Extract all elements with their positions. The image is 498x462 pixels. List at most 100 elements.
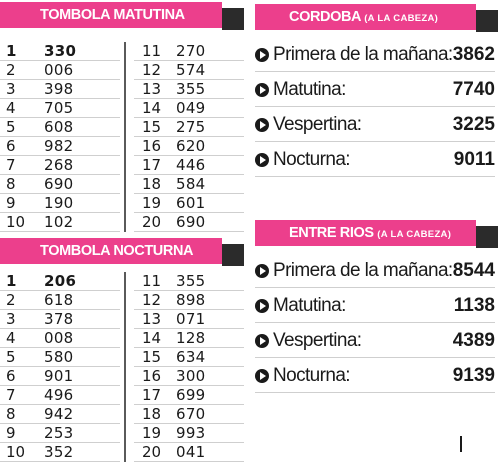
tombola-nocturna-header: TOMBOLA NOCTURNA (0, 238, 244, 268)
result-row: Matutina: 7740 (255, 73, 495, 107)
table-row: 2 006 (0, 61, 120, 80)
result-value: 9139 (452, 365, 495, 386)
table-row: 14 049 (134, 99, 244, 118)
row-number: 608 (44, 118, 74, 136)
table-row: 6 982 (0, 137, 120, 156)
row-number: 006 (44, 61, 74, 79)
result-value: 3862 (452, 44, 495, 65)
cordoba-subtitle: (A LA CABEZA) (364, 13, 439, 24)
row-position: 3 (6, 80, 16, 98)
row-position: 6 (6, 367, 16, 385)
table-row: 18 584 (134, 175, 244, 194)
table-row: 19 993 (134, 424, 244, 443)
table-row: 20 041 (134, 443, 244, 462)
table-row: 12 574 (134, 61, 244, 80)
row-position: 5 (6, 118, 16, 136)
table-row: 17 446 (134, 156, 244, 175)
table-row: 20 690 (134, 213, 244, 232)
row-number: 355 (176, 80, 206, 98)
row-position: 16 (142, 367, 162, 385)
table-row: 19 601 (134, 194, 244, 213)
row-position: 17 (142, 156, 162, 174)
row-position: 15 (142, 348, 162, 366)
table-row: 1 330 (0, 42, 120, 61)
entre-rios-results: Primera de la mañana: 8544 Matutina: 1138 Ve… (255, 254, 495, 394)
result-value: 7740 (452, 79, 495, 100)
row-position: 9 (6, 194, 16, 212)
row-number: 355 (176, 272, 206, 290)
cordoba-header: CORDOBA (A LA CABEZA) (255, 4, 498, 34)
row-number: 496 (44, 386, 74, 404)
result-value: 4389 (452, 330, 495, 351)
row-position: 14 (142, 99, 162, 117)
table-row: 12 898 (134, 291, 244, 310)
result-row: Vespertina: 4389 (255, 324, 495, 358)
table-row: 16 620 (134, 137, 244, 156)
row-number: 049 (176, 99, 206, 117)
row-position: 11 (142, 42, 162, 60)
row-position: 4 (6, 329, 16, 347)
table-row: 1 206 (0, 272, 120, 291)
table-row: 18 670 (134, 405, 244, 424)
table-row: 17 699 (134, 386, 244, 405)
table-row: 7 268 (0, 156, 120, 175)
header-title: ENTRE RIOS (A LA CABEZA) (255, 220, 476, 246)
result-row: Primera de la mañana: 3862 (255, 38, 495, 72)
row-position: 9 (6, 424, 16, 442)
tombola-matutina-table: 1 330 2 006 3 398 4 705 5 608 6 982 7 268 8 690 9 190 10 10… (0, 42, 244, 232)
header-title: TOMBOLA MATUTINA (0, 2, 222, 28)
play-circle-icon (255, 118, 269, 132)
row-number: 993 (176, 424, 206, 442)
header-accent (222, 8, 244, 30)
table-row: 4 705 (0, 99, 120, 118)
play-circle-icon (255, 299, 269, 313)
result-label: Nocturna: (273, 149, 351, 170)
row-number: 690 (176, 213, 206, 231)
row-number: 268 (44, 156, 74, 174)
play-circle-icon (255, 264, 269, 278)
row-position: 12 (142, 291, 162, 309)
result-label: Nocturna: (273, 365, 351, 386)
row-position: 1 (6, 272, 17, 290)
row-position: 19 (142, 194, 162, 212)
result-value: 3225 (452, 114, 495, 135)
result-label: Primera de la mañana: (273, 260, 453, 281)
table-row: 16 300 (134, 367, 244, 386)
row-number: 330 (44, 42, 77, 60)
table-row: 5 608 (0, 118, 120, 137)
row-position: 17 (142, 386, 162, 404)
row-position: 13 (142, 80, 162, 98)
entre-rios-header: ENTRE RIOS (A LA CABEZA) (255, 220, 498, 250)
row-position: 4 (6, 99, 16, 117)
table-row: 15 634 (134, 348, 244, 367)
result-value: 8544 (452, 260, 495, 281)
row-position: 2 (6, 291, 16, 309)
row-number: 620 (176, 137, 206, 155)
divider-mark (460, 436, 462, 452)
result-row: Vespertina: 3225 (255, 108, 495, 142)
table-row: 5 580 (0, 348, 120, 367)
table-row: 15 275 (134, 118, 244, 137)
row-position: 7 (6, 386, 16, 404)
row-number: 446 (176, 156, 206, 174)
header-title: TOMBOLA NOCTURNA (0, 238, 222, 264)
row-number: 690 (44, 175, 74, 193)
play-circle-icon (255, 48, 269, 62)
result-row: Nocturna: 9139 (255, 359, 495, 393)
row-position: 1 (6, 42, 17, 60)
row-number: 300 (176, 367, 206, 385)
tombola-nocturna-title: TOMBOLA NOCTURNA (40, 243, 194, 259)
row-number: 584 (176, 175, 206, 193)
row-number: 275 (176, 118, 206, 136)
row-number: 398 (44, 80, 74, 98)
table-row: 13 355 (134, 80, 244, 99)
result-value: 1138 (453, 295, 495, 316)
row-position: 10 (6, 443, 26, 461)
result-label: Primera de la mañana: (273, 44, 453, 65)
tombola-nocturna-table: 1 206 2 618 3 378 4 008 5 580 6 901 7 496 8 942 9 253 10 35… (0, 272, 244, 462)
row-number: 898 (176, 291, 206, 309)
row-position: 16 (142, 137, 162, 155)
row-number: 041 (176, 443, 206, 461)
play-circle-icon (255, 369, 269, 383)
row-position: 11 (142, 272, 162, 290)
